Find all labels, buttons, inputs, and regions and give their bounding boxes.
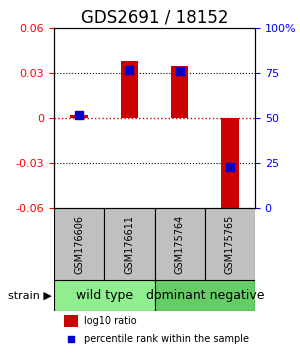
Text: GSM175764: GSM175764 xyxy=(175,215,184,274)
Text: percentile rank within the sample: percentile rank within the sample xyxy=(84,334,249,344)
FancyBboxPatch shape xyxy=(54,208,104,280)
Point xyxy=(77,112,82,118)
Bar xyxy=(121,61,138,118)
Text: dominant negative: dominant negative xyxy=(146,289,264,302)
Text: GSM175765: GSM175765 xyxy=(225,215,235,274)
Bar xyxy=(70,115,88,118)
Bar xyxy=(221,118,239,216)
Text: GSM176606: GSM176606 xyxy=(74,215,84,274)
FancyBboxPatch shape xyxy=(154,208,205,280)
Text: GSM176611: GSM176611 xyxy=(124,215,134,274)
FancyBboxPatch shape xyxy=(154,280,255,311)
FancyBboxPatch shape xyxy=(205,208,255,280)
Point xyxy=(69,336,74,342)
Point xyxy=(127,67,132,73)
FancyBboxPatch shape xyxy=(104,208,154,280)
Text: wild type: wild type xyxy=(76,289,133,302)
Title: GDS2691 / 18152: GDS2691 / 18152 xyxy=(81,9,228,27)
FancyBboxPatch shape xyxy=(54,280,154,311)
Bar xyxy=(171,66,188,118)
Bar xyxy=(64,315,78,327)
Point xyxy=(227,164,232,170)
Text: strain ▶: strain ▶ xyxy=(8,291,52,301)
Text: log10 ratio: log10 ratio xyxy=(84,316,137,326)
Point xyxy=(177,69,182,74)
